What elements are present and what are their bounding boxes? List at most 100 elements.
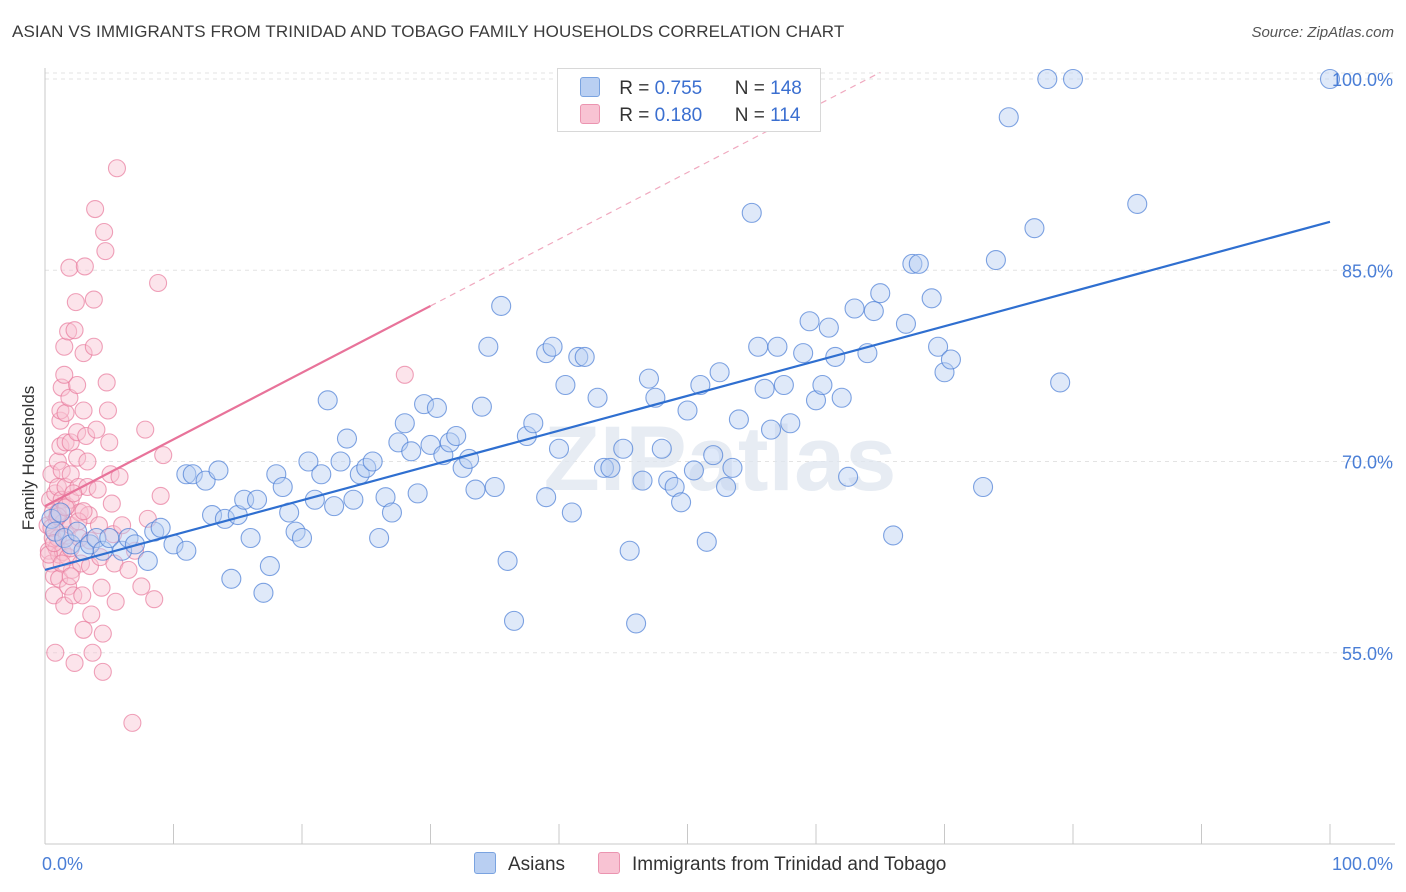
asians-point	[799, 311, 820, 332]
legend-n-label: N =	[734, 78, 771, 99]
bottom-legend-swatch-asians	[474, 852, 496, 874]
asians-point	[465, 479, 486, 500]
immigrants-point	[96, 242, 115, 261]
immigrants-trend-line	[44, 304, 432, 508]
asians-point	[767, 336, 788, 357]
immigrants-point	[68, 375, 87, 395]
immigrants-point	[97, 373, 116, 392]
immigrants-point	[83, 643, 102, 662]
asians-point	[690, 374, 711, 396]
immigrants-point	[84, 290, 103, 309]
immigrants-point	[48, 452, 67, 471]
asians-point	[921, 288, 942, 309]
bottom-legend-asians: Asians	[474, 852, 565, 876]
asians-point	[394, 413, 415, 434]
immigrants-point	[74, 344, 93, 363]
immigrants-point	[88, 480, 107, 499]
asians-point	[600, 457, 621, 478]
asians-point	[523, 413, 544, 434]
legend-row-asians: R = 0.755 N = 148	[580, 77, 802, 101]
asians-point	[324, 496, 345, 517]
asians-point	[221, 568, 242, 589]
asians-point	[503, 610, 525, 631]
asians-point	[426, 397, 447, 419]
asians-point	[664, 476, 685, 498]
asians-point	[414, 394, 435, 415]
bottom-legend: Asians Immigrants from Trinidad and Toba…	[0, 852, 1406, 876]
asians-point	[844, 298, 865, 319]
immigrants-point	[65, 653, 84, 673]
immigrants-point	[78, 452, 97, 471]
asians-point	[362, 451, 383, 472]
immigrants-point	[113, 516, 132, 535]
asians-point	[298, 451, 319, 472]
immigrants-point	[55, 365, 74, 384]
legend-row-immigrants: R = 0.180 N = 114	[580, 104, 800, 128]
legend-n-label: N =	[734, 105, 771, 126]
asians-point	[728, 409, 749, 430]
asians-point	[671, 492, 692, 513]
immigrants-point	[74, 620, 93, 639]
asians-point	[561, 502, 582, 523]
immigrants-point	[73, 586, 92, 605]
series-asians-points	[41, 68, 1341, 634]
asians-point	[863, 300, 884, 322]
immigrants-point	[95, 222, 114, 242]
immigrants-point	[55, 596, 74, 615]
asians-point	[176, 464, 197, 485]
immigrants-point	[61, 433, 80, 452]
asians-point	[67, 521, 88, 542]
asians-point	[446, 425, 467, 447]
asians-point	[369, 527, 390, 549]
immigrants-point	[395, 365, 414, 384]
asians-point	[651, 438, 672, 459]
x-tick-label: 100.0%	[1332, 854, 1393, 874]
asians-point	[272, 476, 293, 498]
asians-point	[176, 540, 197, 561]
asians-point	[548, 438, 570, 459]
immigrants-point	[123, 713, 142, 732]
immigrants-point	[51, 401, 70, 420]
immigrants-point	[151, 486, 170, 505]
asians-point	[137, 550, 158, 572]
immigrants-point	[68, 448, 87, 467]
legend-r-label: R =	[619, 78, 655, 99]
immigrants-point	[145, 590, 164, 609]
legend-r-value: 0.755	[654, 78, 703, 99]
asians-point	[632, 470, 653, 491]
asians-trend-line	[44, 220, 1331, 571]
chart-title: ASIAN VS IMMIGRANTS FROM TRINIDAD AND TO…	[12, 22, 845, 41]
asians-point	[240, 527, 261, 549]
asians-point	[805, 390, 827, 411]
asians-point	[626, 613, 647, 634]
immigrants-point	[87, 420, 106, 439]
legend-r-value: 0.180	[654, 105, 703, 126]
asians-point	[1037, 68, 1058, 90]
asians-point	[780, 413, 801, 434]
asians-point	[375, 487, 396, 508]
legend-r-label: R =	[619, 105, 655, 126]
asians-point	[484, 476, 505, 498]
asians-point	[696, 531, 717, 552]
immigrants-point	[61, 567, 80, 586]
asians-point	[928, 336, 949, 357]
asians-point	[613, 438, 634, 459]
asians-point	[715, 476, 737, 498]
immigrants-point	[86, 200, 105, 219]
asians-point	[703, 445, 724, 466]
asians-point	[1062, 68, 1084, 90]
immigrants-point	[65, 321, 84, 340]
y-tick-label: 85.0%	[1342, 261, 1393, 281]
immigrants-point	[98, 401, 118, 420]
asians-point	[593, 457, 615, 478]
asians-point	[491, 295, 512, 317]
legend-swatch-asians	[580, 77, 600, 97]
immigrants-point	[75, 257, 94, 276]
immigrants-point	[107, 159, 127, 178]
immigrants-point	[69, 512, 88, 531]
asians-point	[304, 489, 325, 510]
immigrants-point	[46, 643, 65, 662]
asians-point	[1319, 68, 1341, 90]
asians-point	[883, 525, 904, 546]
